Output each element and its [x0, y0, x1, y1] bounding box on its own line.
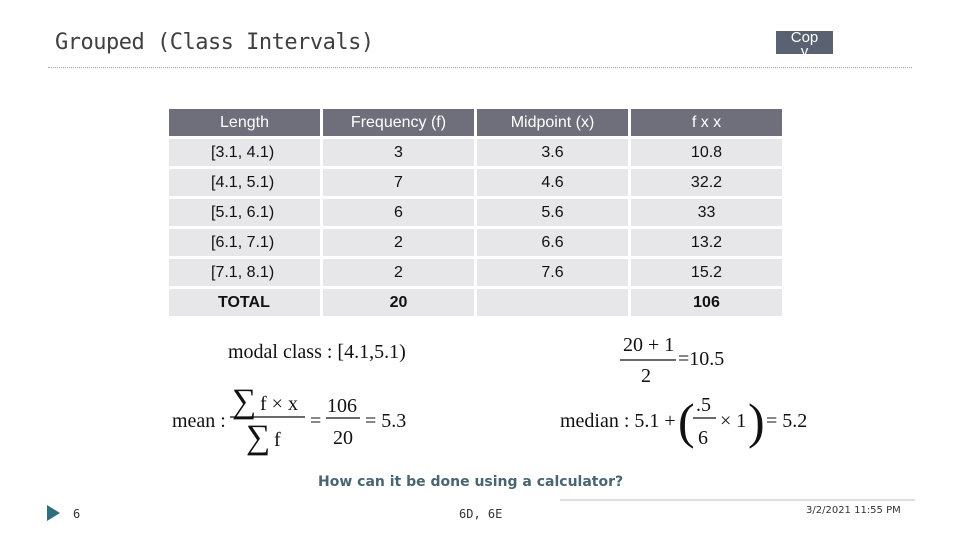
median-label: median : 5.1 + — [560, 410, 676, 432]
table-cell: 33 — [631, 199, 782, 226]
modal-class: modal class : [4.1,5.1) — [228, 341, 406, 363]
table-row: [4.1, 5.1) 7 4.6 32.2 — [169, 169, 782, 196]
table-cell: 13.2 — [631, 229, 782, 256]
total-row: TOTAL 20 106 — [169, 289, 782, 316]
table-cell: 4.6 — [477, 169, 628, 196]
slide-title: Grouped (Class Intervals) — [55, 30, 374, 55]
sigma: ∑ — [232, 383, 256, 420]
header-row: Length Frequency (f) Midpoint (x) f x x — [169, 109, 782, 136]
table-row: [5.1, 6.1) 6 5.6 33 — [169, 199, 782, 226]
value-numerator: 106 — [327, 395, 357, 417]
column-header: Frequency (f) — [323, 109, 474, 136]
footer-center: 6D, 6E — [459, 507, 503, 521]
table-cell: [5.1, 6.1) — [169, 199, 320, 226]
table-cell: 2 — [323, 259, 474, 286]
position-denominator: 2 — [641, 365, 651, 387]
table-cell: 3 — [323, 139, 474, 166]
column-header: Midpoint (x) — [477, 109, 628, 136]
table-cell: 15.2 — [631, 259, 782, 286]
table-row: [3.1, 4.1) 3 3.6 10.8 — [169, 139, 782, 166]
table-cell: 32.2 — [631, 169, 782, 196]
table-cell: [6.1, 7.1) — [169, 229, 320, 256]
frequency-table: Length Frequency (f) Midpoint (x) f x x [3.1… — [166, 106, 785, 319]
table-cell: 7 — [323, 169, 474, 196]
mean-result: = 5.3 — [365, 410, 406, 432]
table-cell: 6 — [323, 199, 474, 226]
table-cell: 5.6 — [477, 199, 628, 226]
sigma: ∑ — [246, 419, 270, 456]
slide-number: 6 — [73, 507, 81, 521]
table-cell: [3.1, 4.1) — [169, 139, 320, 166]
table-cell: [7.1, 8.1) — [169, 259, 320, 286]
total-label: TOTAL — [169, 289, 320, 316]
equals: = — [310, 410, 321, 432]
table-cell: [4.1, 5.1) — [169, 169, 320, 196]
table-cell: 7.6 — [477, 259, 628, 286]
paren: ) — [748, 393, 765, 449]
column-header: f x x — [631, 109, 782, 136]
footer-date: 3/2/2021 11:55 PM — [806, 505, 901, 516]
total-fx: 106 — [631, 289, 782, 316]
paren: ( — [678, 393, 695, 449]
footer-arrow — [47, 505, 60, 521]
question: How can it be done using a calculator? — [318, 474, 624, 490]
table-row: [7.1, 8.1) 2 7.6 15.2 — [169, 259, 782, 286]
median-result: = 5.2 — [766, 410, 807, 432]
position-result: =10.5 — [678, 348, 724, 370]
table-cell: 3.6 — [477, 139, 628, 166]
value-denominator: 20 — [333, 427, 353, 449]
title-rule — [48, 67, 912, 68]
column-header: Length — [169, 109, 320, 136]
table-cell: 2 — [323, 229, 474, 256]
median-times: × 1 — [720, 410, 746, 432]
copy-button[interactable]: Copy — [776, 31, 833, 54]
mean-label: mean : — [172, 410, 226, 432]
median-denominator: 6 — [698, 427, 708, 449]
mean-numerator: f × x — [260, 393, 298, 415]
table-row: [6.1, 7.1) 2 6.6 13.2 — [169, 229, 782, 256]
empty-cell — [477, 289, 628, 316]
button-label[interactable]: Copy — [790, 31, 819, 54]
position-numerator: 20 + 1 — [623, 334, 674, 356]
table-cell: 10.8 — [631, 139, 782, 166]
table-cell: 6.6 — [477, 229, 628, 256]
mean-denominator: f — [274, 429, 281, 451]
median-numerator: .5 — [696, 394, 711, 416]
total-frequency: 20 — [323, 289, 474, 316]
